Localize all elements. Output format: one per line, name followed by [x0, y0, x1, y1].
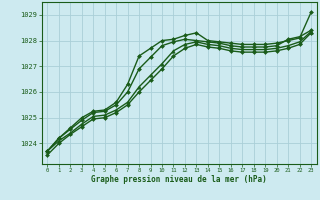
X-axis label: Graphe pression niveau de la mer (hPa): Graphe pression niveau de la mer (hPa) — [91, 175, 267, 184]
